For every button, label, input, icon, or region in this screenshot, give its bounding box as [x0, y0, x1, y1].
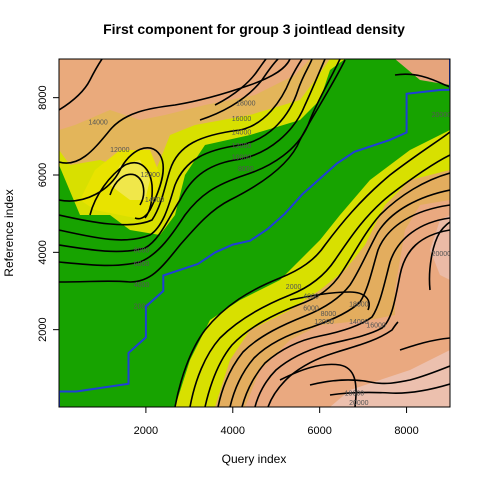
contour-label: 8000	[238, 166, 254, 173]
contour-label: 12000	[110, 147, 130, 154]
contour-label: 2000	[286, 284, 302, 291]
contour-label: 14000	[349, 319, 369, 326]
contour-label: 16000	[232, 116, 252, 123]
contour-label: 20000	[432, 251, 452, 258]
x-tick-label: 6000	[307, 425, 331, 437]
y-tick-label: 2000	[37, 317, 49, 341]
contour-label: 4000	[134, 282, 150, 289]
contour-label: 12000	[140, 172, 160, 179]
y-axis-label: Reference index	[2, 189, 16, 276]
contour-label: 12000	[232, 143, 252, 150]
contour-line	[279, 363, 357, 407]
contour-line	[199, 59, 279, 121]
contour-label: 2000	[134, 303, 150, 310]
contour-line	[229, 204, 450, 407]
contour-line	[89, 161, 153, 219]
contour-line	[217, 189, 450, 407]
x-tick-label: 4000	[221, 425, 245, 437]
contour-line	[189, 154, 450, 407]
contour-label: 14000	[232, 129, 252, 136]
contour-line	[267, 321, 399, 407]
contour-label: 6000	[134, 261, 150, 268]
contour-line	[174, 131, 450, 407]
contour-line	[59, 59, 313, 241]
x-tick-label: 8000	[394, 425, 418, 437]
contour-label: 12000	[314, 319, 334, 326]
contour-line	[329, 383, 450, 396]
contour-line	[59, 59, 341, 267]
plot-area	[59, 59, 450, 407]
contour-line	[59, 147, 165, 220]
contour-label: 16000	[366, 323, 386, 330]
upper-hill-peach	[59, 59, 310, 130]
y-axis: 2000 4000 6000 8000	[37, 85, 59, 342]
y-tick-label: 4000	[37, 240, 49, 264]
contour-label: 4000	[303, 294, 319, 301]
contour-line	[59, 59, 303, 226]
x-tick-label: 2000	[134, 425, 158, 437]
contour-line	[428, 221, 450, 291]
contour-label: 20000	[432, 112, 452, 119]
contour-label: 14000	[88, 120, 108, 127]
plot-border	[58, 58, 451, 408]
y-tick-label: 6000	[37, 163, 49, 187]
contour-line	[214, 59, 267, 106]
contour-line	[59, 59, 326, 253]
contour-label: 18000	[345, 390, 365, 397]
contour-line	[254, 229, 450, 407]
warping-path-line	[59, 59, 450, 407]
contour-line	[109, 173, 145, 206]
contour-label: 6000	[303, 305, 319, 312]
contour-label: 14000	[145, 197, 165, 204]
chart-title: First component for group 3 jointlead de…	[103, 21, 405, 37]
contour-line	[399, 337, 450, 351]
contour-label: 18000	[349, 302, 369, 309]
contour-labels: 1800016000140001200010000800014000120001…	[88, 100, 452, 407]
contour-line	[59, 59, 103, 111]
lower-hill-peach	[245, 200, 450, 407]
y-tick-label: 8000	[37, 85, 49, 109]
x-axis: 2000 4000 6000 8000	[134, 407, 419, 437]
contour-line	[204, 172, 450, 407]
contour-line	[309, 365, 450, 386]
contour-label: 8000	[321, 311, 337, 318]
contour-line	[289, 291, 370, 311]
contour-line	[241, 217, 450, 407]
contour-label: 20000	[349, 400, 369, 407]
x-axis-label: Query index	[222, 452, 287, 466]
contour-label: 8000	[134, 247, 150, 254]
contour-label: 10000	[232, 155, 252, 162]
upper-right-peach	[395, 59, 450, 85]
contour-lines	[59, 59, 450, 407]
contour-label: 18000	[236, 100, 256, 107]
